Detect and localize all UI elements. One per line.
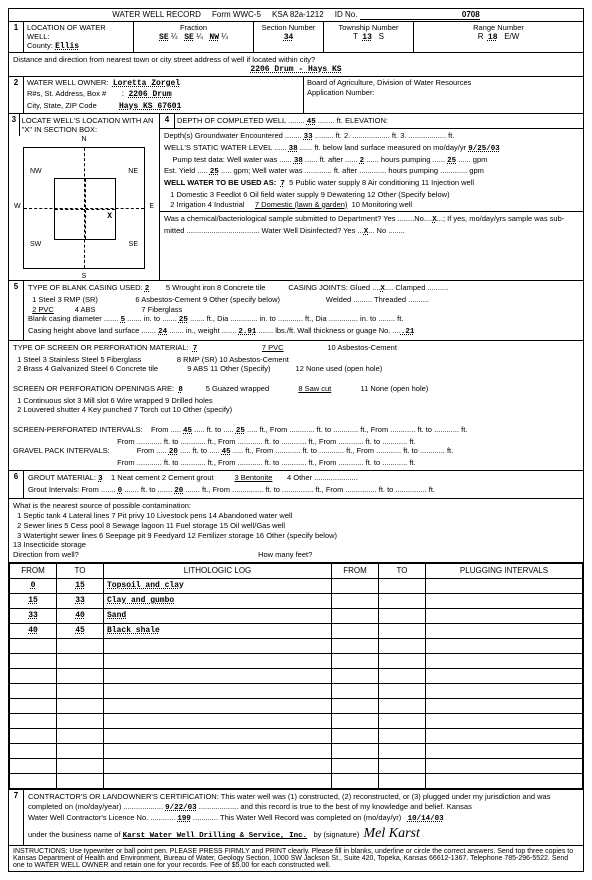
compass-w: W	[14, 203, 21, 210]
signature: Mel Karst	[363, 826, 419, 841]
county-label: County:	[27, 41, 53, 50]
distance-row: Distance and direction from nearest town…	[9, 53, 583, 77]
section-3: 3	[9, 114, 20, 136]
table-row: 1533Clay and gumbo	[10, 593, 583, 608]
city-label: City, State, ZIP Code	[27, 101, 97, 110]
table-row: 4045Black shale	[10, 623, 583, 638]
table-row	[10, 638, 583, 653]
table-row: 3340Sand	[10, 608, 583, 623]
nw: NW	[30, 168, 42, 175]
depth-label: DEPTH OF COMPLETED WELL	[177, 116, 286, 125]
screen-section: TYPE OF SCREEN OR PERFORATION MATERIAL: …	[9, 340, 583, 470]
dist-value: 2206 Drum - Hays KS	[250, 65, 341, 74]
section-2: 2	[9, 77, 24, 113]
casing-row: 5 TYPE OF BLANK CASING USED: 2 5 Wrought…	[9, 281, 583, 471]
th-from: FROM	[10, 563, 57, 578]
section-value: 34	[284, 33, 294, 42]
th-to: TO	[57, 563, 104, 578]
depth-value: 45	[307, 118, 316, 126]
th-to2: TO	[379, 563, 426, 578]
table-row: 015Topsoil and clay	[10, 578, 583, 593]
section-label: Section Number	[257, 23, 320, 32]
th-log: LITHOLOGIC LOG	[104, 563, 332, 578]
section-4: 4	[160, 114, 175, 128]
chem-section: Was a chemical/bacteriological sample su…	[160, 211, 583, 240]
dist-label: Distance and direction from nearest town…	[13, 55, 579, 64]
addr-label: R#s, St. Address, Box #	[27, 89, 106, 98]
locate-label: LOCATE WELL'S LOCATION WITH AN "X" IN SE…	[20, 114, 159, 136]
compass-n: N	[9, 136, 159, 143]
township-label: Township Number	[327, 23, 410, 32]
section-5: 5	[9, 281, 24, 340]
range-value: 18	[488, 33, 498, 42]
f1: SE	[159, 33, 169, 42]
table-row	[10, 743, 583, 758]
loc-label: LOCATION OF WATER WELL:	[27, 23, 130, 41]
owner-name: Loretta Zorgel	[113, 79, 180, 88]
fraction-label: Fraction	[137, 23, 250, 32]
range-label: Range Number	[417, 23, 580, 32]
table-row	[10, 683, 583, 698]
section-7: 7	[9, 790, 24, 845]
section-1: 1	[9, 22, 24, 52]
ne: NE	[128, 168, 138, 175]
depth-body: Depth(s) Groundwater Encountered .......…	[160, 129, 583, 211]
form-container: WATER WELL RECORD Form WWC-5 KSA 82a-121…	[8, 8, 584, 872]
table-row	[10, 728, 583, 743]
section3-4-row: 3 LOCATE WELL'S LOCATION WITH AN "X" IN …	[9, 114, 583, 281]
contam-section: What is the nearest source of possible c…	[9, 498, 583, 562]
location-row: 1 LOCATION OF WATER WELL: County: Ellis …	[9, 22, 583, 53]
table-row	[10, 713, 583, 728]
table-row	[10, 698, 583, 713]
table-row	[10, 758, 583, 773]
county-value: Ellis	[55, 42, 79, 51]
section-6: 6	[9, 471, 24, 499]
board-label: Board of Agriculture, Division of Water …	[307, 78, 580, 88]
th-from2: FROM	[332, 563, 379, 578]
form-title: WATER WELL RECORD Form WWC-5 KSA 82a-121…	[9, 9, 583, 21]
grout-row: 6 GROUT MATERIAL: 3 1 Neat cement 2 Ceme…	[9, 471, 583, 563]
header-row: WATER WELL RECORD Form WWC-5 KSA 82a-121…	[9, 9, 583, 22]
owner-label: WATER WELL OWNER:	[27, 78, 108, 87]
f2: SE	[184, 33, 194, 42]
elev-label: ft. ELEVATION:	[337, 116, 388, 125]
sw: SW	[30, 241, 41, 248]
appno-label: Application Number:	[307, 88, 580, 98]
th-plug: PLUGGING INTERVALS	[426, 563, 583, 578]
cert-row: 7 CONTRACTOR'S OR LANDOWNER'S CERTIFICAT…	[9, 789, 583, 845]
table-row	[10, 773, 583, 788]
table-row	[10, 653, 583, 668]
lithologic-table: FROM TO LITHOLOGIC LOG FROM TO PLUGGING …	[9, 563, 583, 789]
section-box: X NW NE SW SE W E	[23, 147, 145, 269]
se: SE	[129, 241, 138, 248]
id-number: 0708	[360, 10, 480, 20]
compass-e: E	[149, 203, 154, 210]
township-value: 13	[362, 33, 372, 42]
instructions: INSTRUCTIONS: Use typewriter or ball poi…	[9, 845, 583, 871]
owner-addr: 2206 Drum	[128, 90, 171, 99]
f3: NW	[209, 33, 219, 42]
x-mark: X	[107, 212, 112, 221]
owner-city: Hays KS 67601	[119, 102, 181, 111]
owner-row: 2 WATER WELL OWNER: Loretta Zorgel R#s, …	[9, 77, 583, 114]
compass-s: S	[9, 273, 159, 280]
table-row	[10, 668, 583, 683]
